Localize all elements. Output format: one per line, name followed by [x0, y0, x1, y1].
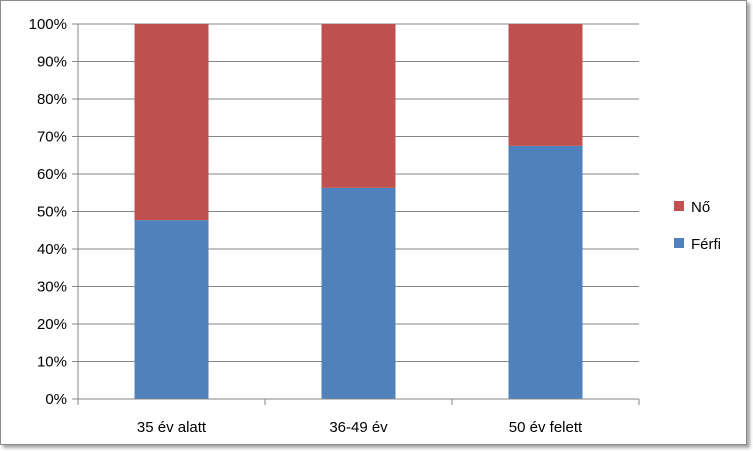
- bar-segment-férfi: [508, 145, 583, 399]
- legend-label: Férfi: [691, 236, 721, 253]
- chart-frame: 0% 10% 20% 30% 40% 50% 60% 70% 80% 90% 100% 35 év a…: [0, 0, 747, 445]
- y-tick-label: 50%: [37, 204, 67, 221]
- x-tick-label: 35 év alatt: [137, 419, 207, 436]
- bar-segment-férfi: [321, 187, 396, 399]
- y-tick-label: 10%: [37, 354, 67, 371]
- axes: 0% 10% 20% 30% 40% 50% 60% 70% 80% 90% 100% 35 év a…: [29, 16, 640, 436]
- x-tick-label: 36-49 év: [329, 419, 388, 436]
- bar-segment-nő: [508, 24, 583, 146]
- y-tick-label: 70%: [37, 129, 67, 146]
- y-tick-label: 90%: [37, 54, 67, 71]
- bar-segment-nő: [321, 24, 396, 188]
- legend-swatch: [674, 201, 684, 211]
- x-tick-label: 50 év felett: [509, 419, 583, 436]
- bars: [134, 24, 583, 399]
- bar-segment-nő: [134, 24, 209, 221]
- legend: Nő Férfi: [674, 199, 721, 253]
- y-tick-label: 40%: [37, 241, 67, 258]
- legend-swatch: [674, 238, 684, 248]
- bar-segment-férfi: [134, 220, 209, 399]
- legend-label: Nő: [691, 199, 710, 216]
- y-tick-label: 0%: [45, 391, 67, 408]
- y-tick-label: 30%: [37, 279, 67, 296]
- y-tick-label: 100%: [29, 16, 67, 33]
- y-tick-label: 60%: [37, 166, 67, 183]
- y-tick-label: 20%: [37, 316, 67, 333]
- stacked-bar-chart: 0% 10% 20% 30% 40% 50% 60% 70% 80% 90% 100% 35 év a…: [29, 16, 721, 436]
- y-tick-label: 80%: [37, 91, 67, 108]
